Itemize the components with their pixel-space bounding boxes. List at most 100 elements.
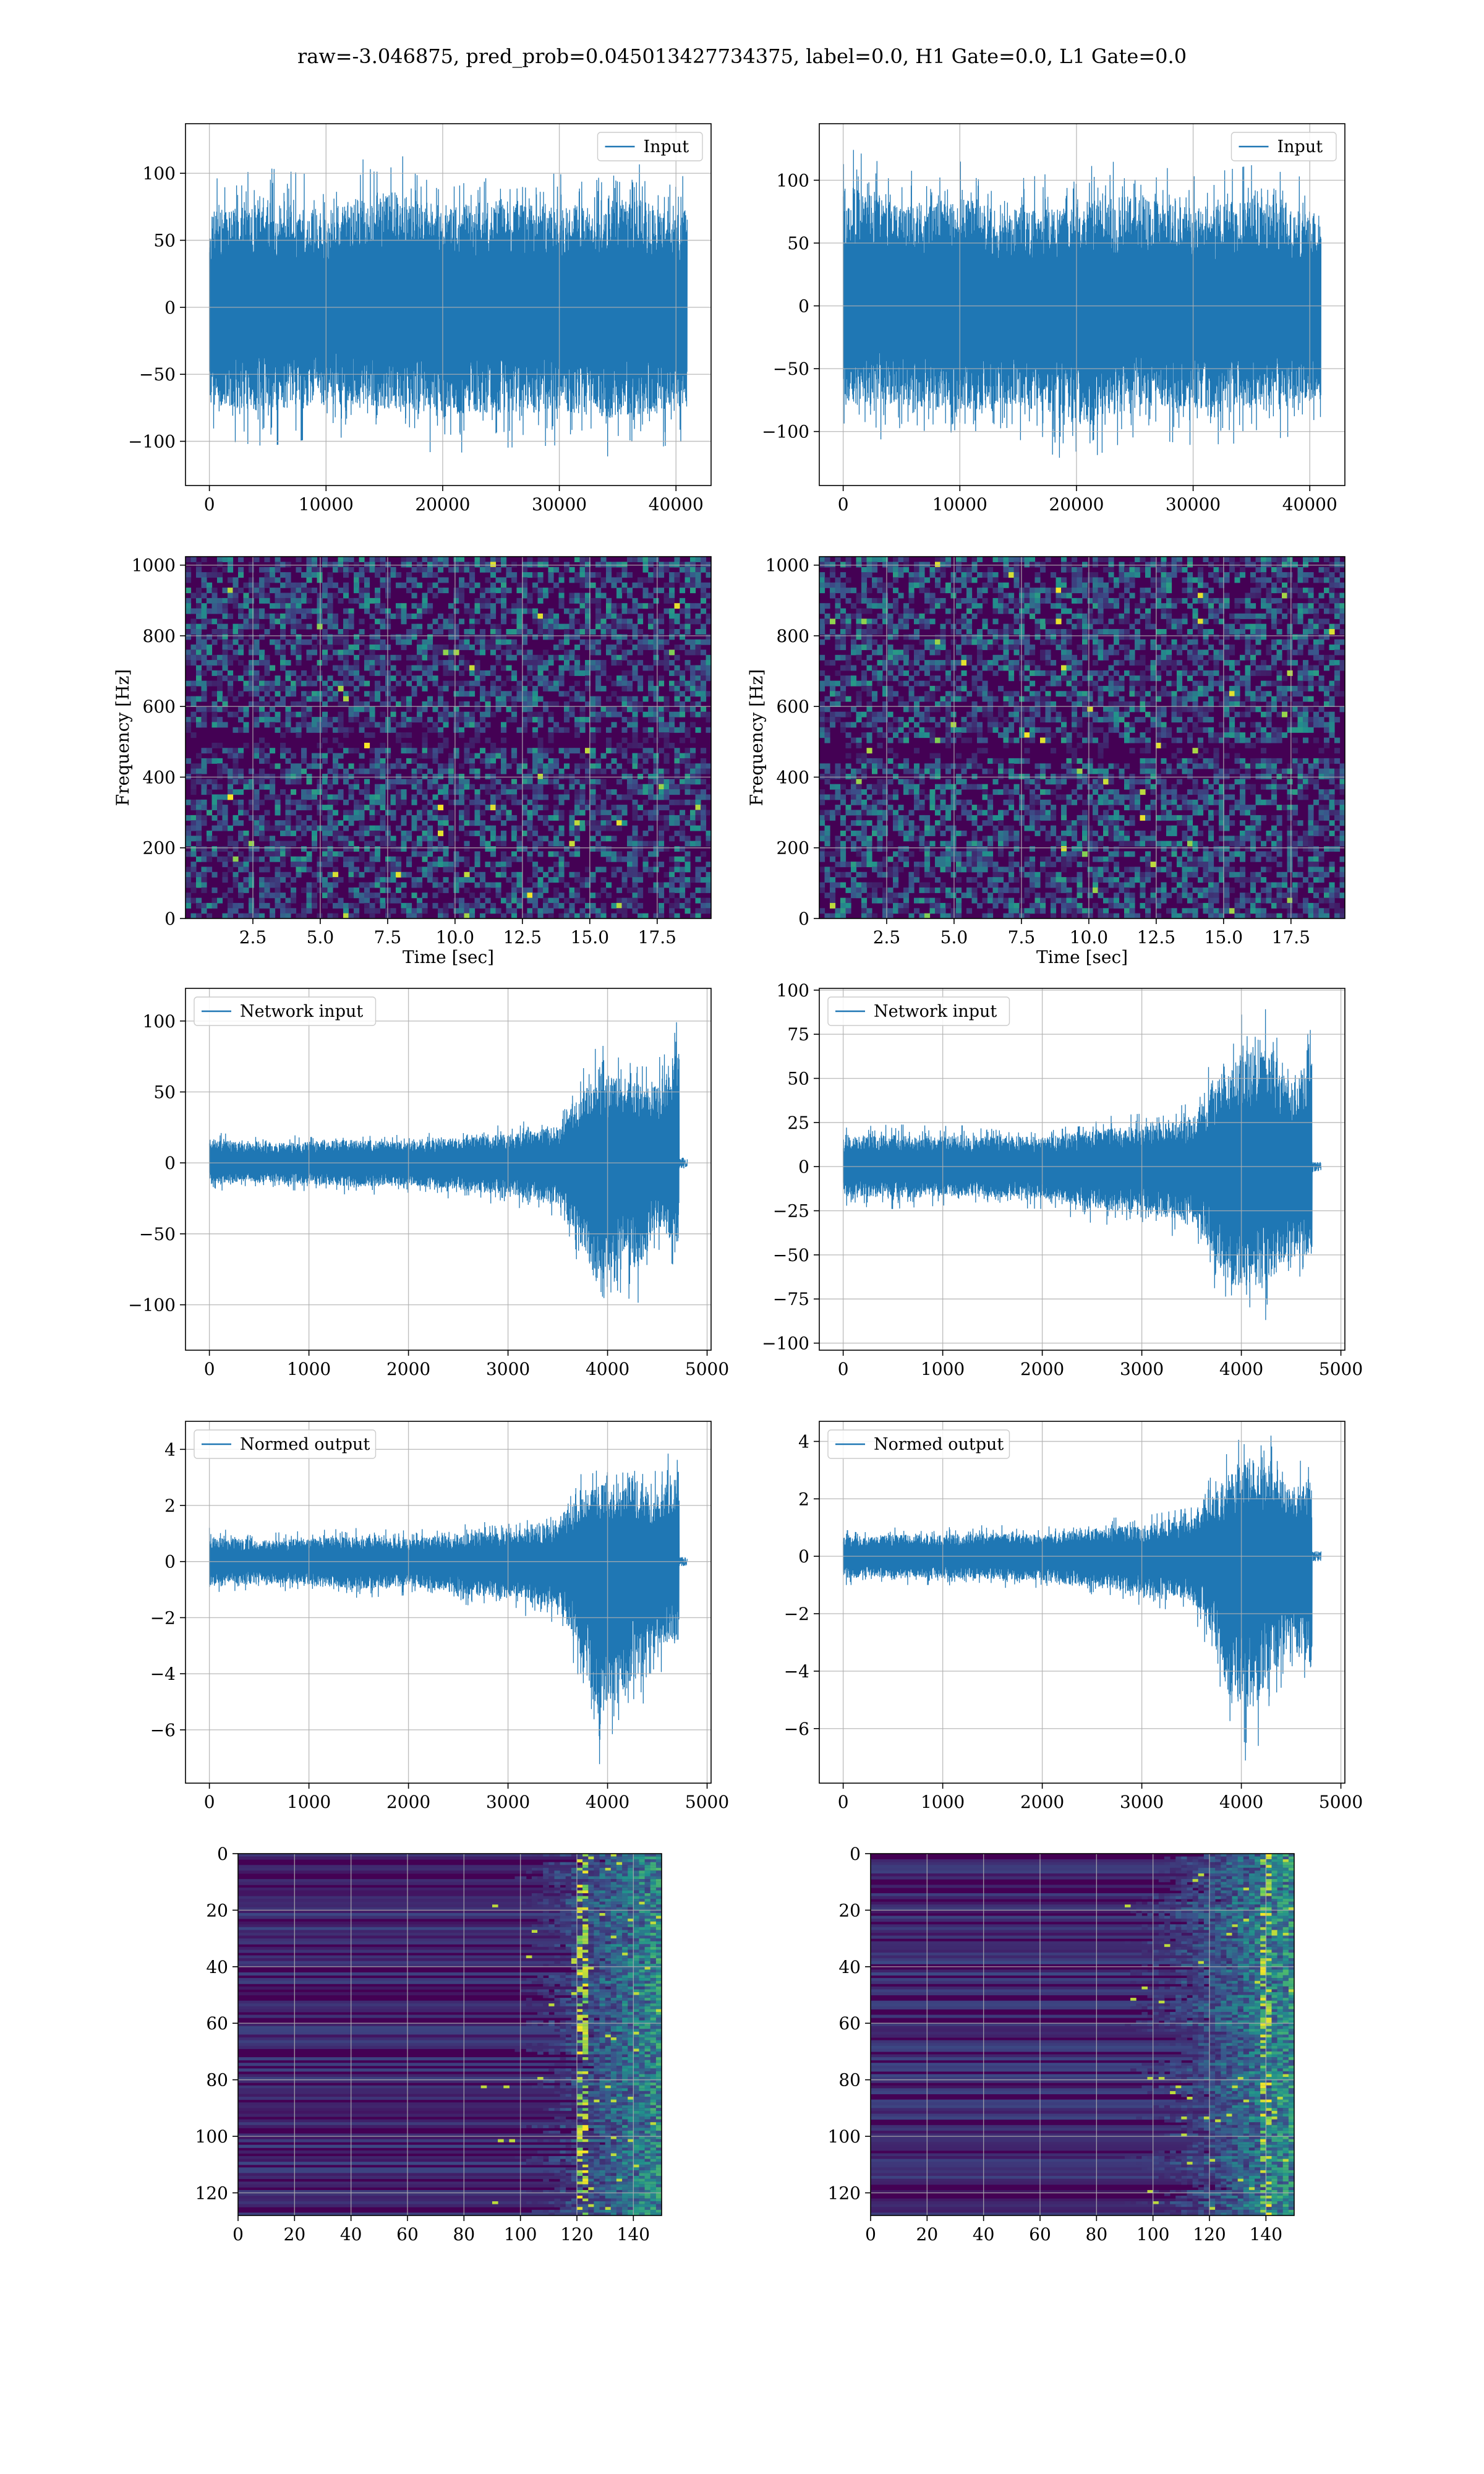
heatmap-cell: [522, 572, 528, 578]
heatmap-cell: [600, 768, 607, 774]
heatmap-cell: [280, 856, 286, 862]
heatmap-cell: [1292, 649, 1298, 656]
heatmap-cell: [600, 846, 607, 852]
heatmap-cell: [464, 665, 470, 671]
y-tick-label: 0: [798, 296, 809, 317]
heatmap-cell: [543, 634, 549, 640]
heatmap-cell: [369, 732, 375, 738]
heatmap-cell: [427, 557, 433, 562]
heatmap-cell: [469, 763, 475, 769]
heatmap-cell: [333, 768, 339, 774]
heatmap-cell: [249, 779, 255, 785]
heatmap-cell: [690, 577, 696, 583]
heatmap-cell: [211, 742, 218, 748]
heatmap-cell: [638, 680, 644, 687]
heatmap-cell: [406, 908, 412, 914]
heatmap-cell: [553, 675, 560, 682]
legend: Input: [597, 132, 703, 161]
heatmap-cell: [553, 567, 560, 573]
heatmap-cell: [632, 789, 638, 795]
heatmap-cell: [590, 794, 596, 800]
heatmap-cell: [438, 557, 444, 562]
heatmap-cell: [1140, 588, 1146, 594]
heatmap-cell: [369, 639, 375, 645]
heatmap-cell: [585, 567, 591, 573]
heatmap-cell: [653, 805, 659, 811]
heatmap-cell: [270, 722, 276, 728]
heatmap-cell: [690, 799, 696, 805]
heatmap-cell: [359, 618, 365, 625]
heatmap-cell: [1150, 582, 1156, 588]
heatmap-cell: [659, 680, 665, 687]
heatmap-cell: [590, 639, 596, 645]
heatmap-cell: [238, 882, 244, 888]
heatmap-cell: [501, 727, 507, 733]
heatmap-cell: [411, 748, 417, 754]
heatmap-cell: [259, 748, 265, 754]
heatmap-cell: [327, 654, 333, 661]
heatmap-cell: [684, 908, 691, 914]
heatmap-cell: [1166, 577, 1172, 583]
heatmap-cell: [940, 644, 946, 651]
heatmap-cell: [249, 799, 255, 805]
heatmap-cell: [574, 680, 581, 687]
heatmap-cell: [1250, 603, 1256, 609]
heatmap-cell: [638, 742, 644, 748]
heatmap-cell: [616, 856, 623, 862]
heatmap-cell: [1339, 639, 1345, 645]
y-tick-label: 1000: [132, 555, 176, 576]
heatmap-cell: [196, 572, 202, 578]
heatmap-cell: [238, 774, 244, 779]
heatmap-cell: [190, 789, 197, 795]
heatmap-cell: [186, 815, 192, 821]
heatmap-cell: [238, 779, 244, 785]
heatmap-cell: [1208, 597, 1214, 604]
heatmap-cell: [411, 882, 417, 888]
heatmap-cell: [1297, 567, 1303, 573]
heatmap-cell: [1198, 582, 1204, 588]
heatmap-cell: [537, 737, 544, 743]
heatmap-cell: [396, 779, 402, 785]
heatmap-cell: [701, 877, 707, 883]
heatmap-cell: [638, 805, 644, 811]
heatmap-cell: [217, 768, 223, 774]
heatmap-cell: [312, 649, 318, 656]
heatmap-cell: [1166, 588, 1172, 594]
heatmap-cell: [595, 794, 602, 800]
heatmap-cell: [228, 711, 234, 717]
heatmap-cell: [375, 608, 381, 614]
heatmap-cell: [364, 897, 370, 904]
heatmap-cell: [653, 774, 659, 779]
heatmap-cell: [474, 675, 480, 682]
heatmap-cell: [543, 882, 549, 888]
heatmap-cell: [343, 696, 349, 702]
heatmap-cell: [306, 557, 312, 562]
heatmap-cell: [485, 597, 491, 604]
heatmap-cell: [882, 618, 889, 625]
heatmap-cell: [375, 784, 381, 790]
heatmap-cell: [232, 649, 239, 656]
heatmap-cell: [977, 557, 983, 562]
heatmap-cell: [663, 649, 670, 656]
heatmap-cell: [322, 629, 328, 635]
heatmap-cell: [548, 613, 554, 619]
heatmap-cell: [659, 789, 665, 795]
heatmap-cell: [659, 696, 665, 702]
heatmap-cell: [417, 717, 423, 723]
heatmap-cell: [1124, 613, 1130, 619]
heatmap-cell: [611, 758, 617, 764]
heatmap-cell: [1334, 608, 1341, 614]
heatmap-cell: [1266, 588, 1272, 594]
heatmap-cell: [238, 810, 244, 816]
heatmap-cell: [595, 644, 602, 651]
heatmap-cell: [590, 789, 596, 795]
heatmap-cell: [611, 577, 617, 583]
heatmap-cell: [564, 654, 570, 661]
heatmap-cell: [642, 913, 649, 918]
heatmap-cell: [669, 779, 675, 785]
heatmap-cell: [1198, 572, 1204, 578]
heatmap-cell: [369, 799, 375, 805]
heatmap-cell: [480, 810, 486, 816]
heatmap-cell: [1051, 639, 1057, 645]
heatmap-cell: [548, 763, 554, 769]
